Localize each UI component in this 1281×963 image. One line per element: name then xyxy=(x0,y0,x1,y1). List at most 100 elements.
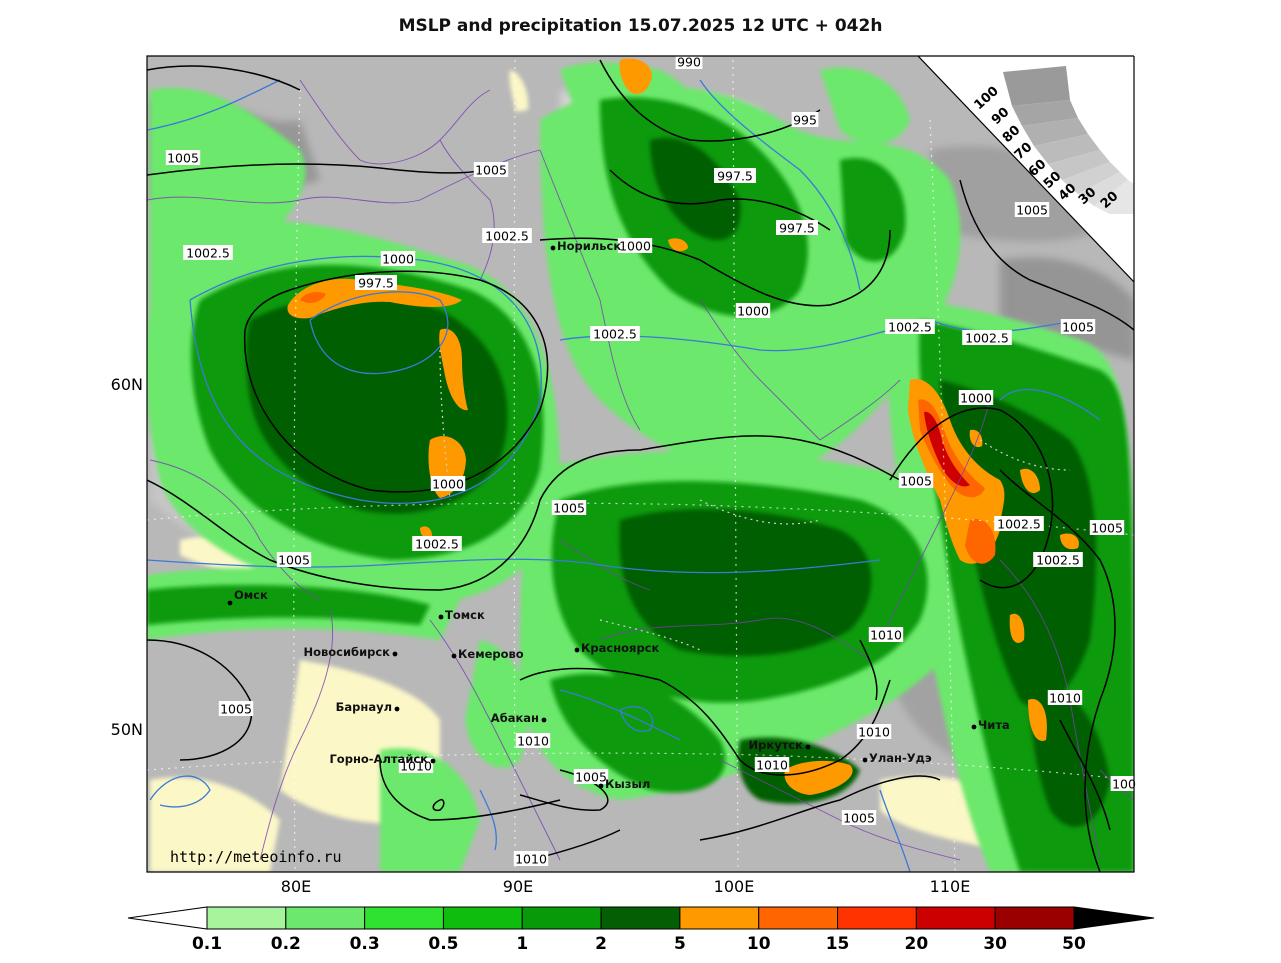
isobar-label: 1010 xyxy=(754,757,790,773)
svg-text:1010: 1010 xyxy=(515,852,547,867)
legend-value: 2 xyxy=(595,934,607,954)
svg-text:997.5: 997.5 xyxy=(358,276,394,291)
city-marker: Кызыл xyxy=(598,777,650,791)
lon-label: 110E xyxy=(930,877,971,896)
svg-text:1005: 1005 xyxy=(1016,203,1048,218)
legend-swatch xyxy=(285,906,366,930)
isobar-label: 1005 xyxy=(1014,202,1050,218)
legend-swatch xyxy=(206,906,287,930)
city-name: Чита xyxy=(978,718,1010,732)
svg-text:1002.5: 1002.5 xyxy=(485,229,529,244)
city-name: Красноярск xyxy=(581,641,659,655)
legend-swatch xyxy=(679,906,760,930)
svg-text:1000: 1000 xyxy=(619,239,651,254)
isobar-label: 997.5 xyxy=(355,275,397,291)
isobar-label: 1002.5 xyxy=(885,319,935,335)
isobar-label: 1010 xyxy=(1047,690,1083,706)
isotherms xyxy=(147,79,1101,872)
city-marker: Томск xyxy=(438,608,485,622)
map-title: MSLP and precipitation 15.07.2025 12 UTC… xyxy=(398,16,883,36)
isobar-label: 1000 xyxy=(617,238,653,254)
isobar-label: 1010 xyxy=(515,733,551,749)
lon-label: 90E xyxy=(503,877,533,896)
isobar-label: 1005 xyxy=(473,162,509,178)
svg-text:995: 995 xyxy=(793,113,817,128)
svg-text:1005: 1005 xyxy=(220,702,252,717)
legend-value: 0.2 xyxy=(271,934,301,954)
svg-text:1010: 1010 xyxy=(400,759,432,774)
svg-text:1002.5: 1002.5 xyxy=(593,327,637,342)
isobar-label: 1010 xyxy=(398,758,434,774)
city-marker: Омск xyxy=(227,588,268,606)
city-name: Норильск xyxy=(557,239,621,253)
svg-text:1000: 1000 xyxy=(737,304,769,319)
city-marker: Горно-Алтайск xyxy=(329,752,436,766)
city-name: Горно-Алтайск xyxy=(329,752,428,766)
svg-text:100: 100 xyxy=(1112,777,1136,792)
isobar-label: 1005 xyxy=(165,150,201,166)
city-labels: Норильск Омск Томск Новосибирск Кемерово Крас… xyxy=(227,239,1010,791)
city-marker: Абакан xyxy=(491,711,547,725)
svg-text:1005: 1005 xyxy=(278,553,310,568)
city-name: Новосибирск xyxy=(303,645,390,659)
legend-value: 30 xyxy=(983,934,1007,954)
svg-text:1005: 1005 xyxy=(900,474,932,489)
svg-text:1005: 1005 xyxy=(1091,521,1123,536)
svg-text:1000: 1000 xyxy=(960,391,992,406)
isobar-label: 1010 xyxy=(856,724,892,740)
legend-swatch xyxy=(442,906,523,930)
city-name: Абакан xyxy=(491,711,539,725)
isobar-label: 995 xyxy=(791,112,819,128)
city-marker: Барнаул xyxy=(336,700,400,714)
svg-text:997.5: 997.5 xyxy=(779,221,815,236)
city-marker: Иркутск xyxy=(749,738,811,752)
svg-text:1005: 1005 xyxy=(843,811,875,826)
axis-labels: 80E 90E 100E 110E 60N 50N xyxy=(111,375,971,896)
city-name: Омск xyxy=(234,588,268,602)
legend-value: 5 xyxy=(674,934,686,954)
svg-text:1002.5: 1002.5 xyxy=(415,537,459,552)
isobar-label: 1010 xyxy=(868,627,904,643)
svg-text:1002.5: 1002.5 xyxy=(888,320,932,335)
svg-text:1005: 1005 xyxy=(553,501,585,516)
svg-text:1005: 1005 xyxy=(575,770,607,785)
isobar-label: 1002.5 xyxy=(590,326,640,342)
legend-value: 15 xyxy=(826,934,850,954)
lon-label: 100E xyxy=(714,877,755,896)
svg-text:1000: 1000 xyxy=(382,252,414,267)
isobar-label: 997.5 xyxy=(776,220,818,236)
svg-text:1002.5: 1002.5 xyxy=(1036,553,1080,568)
isobar-label: 1005 xyxy=(573,769,609,785)
legend-value: 10 xyxy=(747,934,771,954)
legend-swatch xyxy=(994,906,1075,930)
isobar-label: 1002.5 xyxy=(1033,552,1083,568)
svg-text:1002.5: 1002.5 xyxy=(965,331,1009,346)
isobar-label: 997.5 xyxy=(714,168,756,184)
isobar-label: 1002.5 xyxy=(994,516,1044,532)
legend-value: 50 xyxy=(1062,934,1086,954)
svg-text:1002.5: 1002.5 xyxy=(186,246,230,261)
legend-swatch xyxy=(758,906,839,930)
city-name: Томск xyxy=(445,608,485,622)
legend-value: 0.3 xyxy=(350,934,380,954)
city-name: Кемерово xyxy=(458,647,524,661)
city-name: Улан-Удэ xyxy=(869,751,932,765)
city-marker: Норильск xyxy=(550,239,621,253)
isobar-label: 1002.5 xyxy=(412,536,462,552)
cloud-scale-wedges xyxy=(1003,66,1134,214)
isobar-label: 1002.5 xyxy=(482,228,532,244)
isobar-label: 1005 xyxy=(841,810,877,826)
svg-text:1010: 1010 xyxy=(1049,691,1081,706)
isobar-label: 1000 xyxy=(958,390,994,406)
isobar-label: 1002.5 xyxy=(183,245,233,261)
legend-swatch xyxy=(521,906,602,930)
city-marker: Кемерово xyxy=(451,647,524,661)
legend-value: 1 xyxy=(516,934,528,954)
isobar-label: 100 xyxy=(1110,776,1138,792)
isobar-label: 1005 xyxy=(218,701,254,717)
city-marker: Новосибирск xyxy=(303,645,398,659)
isobar-label: 1005 xyxy=(551,500,587,516)
isobar-label: 1000 xyxy=(380,251,416,267)
legend-arrow-low xyxy=(127,906,208,930)
